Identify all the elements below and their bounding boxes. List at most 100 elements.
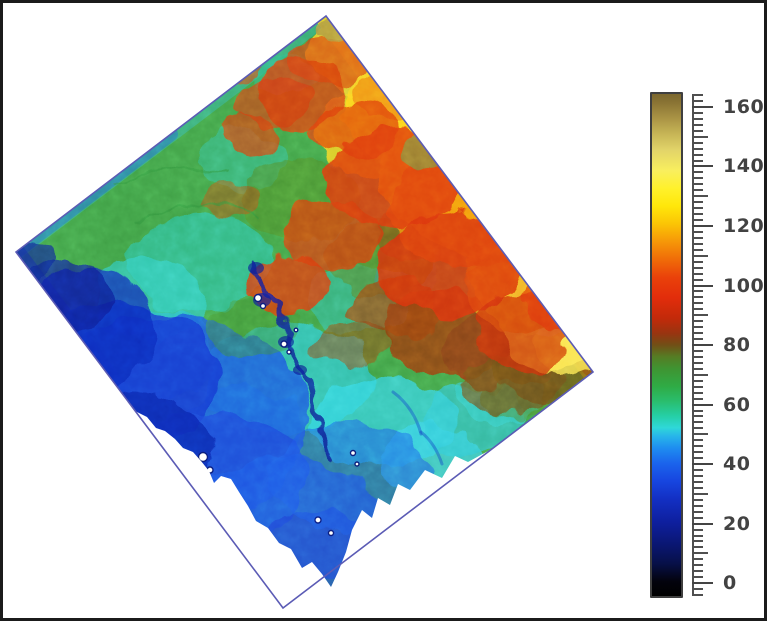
colorbar-tick xyxy=(692,570,703,573)
colorbar-tick xyxy=(692,94,703,96)
colorbar-tick xyxy=(692,213,703,215)
colorbar-gradient xyxy=(650,92,683,598)
colorbar-tick xyxy=(692,504,703,507)
colorbar-tick xyxy=(692,219,703,221)
colorbar-tick xyxy=(692,486,703,489)
colorbar-tick xyxy=(692,296,703,299)
colorbar-tick xyxy=(692,147,703,150)
map-graphic xyxy=(16,16,593,587)
colorbar-tick xyxy=(692,546,703,549)
colorbar-tick xyxy=(692,260,703,263)
colorbar-axis-line xyxy=(692,95,694,596)
colorbar-tick xyxy=(692,361,703,364)
colorbar-tick xyxy=(692,135,708,138)
colorbar-tick xyxy=(692,278,703,281)
colorbar-tick xyxy=(692,582,713,585)
colorbar-tick xyxy=(692,236,703,239)
colorbar-tick xyxy=(692,469,703,471)
colorbar-tick xyxy=(692,457,703,460)
colorbar-tick xyxy=(692,498,703,501)
colorbar-tick-label: 0 xyxy=(723,572,737,595)
colorbar-tick xyxy=(692,594,703,596)
colorbar-tick-label: 160 xyxy=(723,95,765,118)
colorbar-tick xyxy=(692,403,713,406)
colorbar-tick xyxy=(692,367,703,370)
colorbar-tick xyxy=(692,588,703,591)
colorbar-tick xyxy=(692,266,703,269)
colorbar-tick xyxy=(692,445,703,448)
colorbar-tick-label: 80 xyxy=(723,334,751,356)
colorbar-tick xyxy=(692,332,703,335)
colorbar-tick xyxy=(692,439,703,442)
colorbar-tick xyxy=(692,391,703,394)
colorbar-tick xyxy=(692,510,703,513)
noise-overlay-coarse xyxy=(16,16,593,587)
colorbar-tick xyxy=(692,492,708,495)
colorbar-tick xyxy=(692,183,703,186)
colorbar-tick xyxy=(692,308,703,311)
colorbar-tick xyxy=(692,254,708,257)
colorbar-tick xyxy=(692,516,703,519)
colorbar-tick-label: 20 xyxy=(723,512,751,535)
colorbar-tick xyxy=(692,171,703,174)
colorbar-tick xyxy=(692,421,703,424)
colorbar-tick xyxy=(692,153,703,156)
colorbar-tick xyxy=(692,385,703,388)
colorbar-tick xyxy=(692,242,703,245)
colorbar-tick xyxy=(692,230,703,233)
colorbar-tick xyxy=(692,195,708,198)
colorbar-tick xyxy=(692,99,703,102)
colorbar-tick xyxy=(692,159,703,162)
colorbar-tick xyxy=(692,540,703,543)
colorbar-tick xyxy=(692,558,703,561)
colorbar-tick xyxy=(692,165,713,168)
colorbar-tick xyxy=(692,475,703,477)
colorbar-tick xyxy=(692,576,703,579)
colorbar-tick xyxy=(692,373,708,376)
colorbar-tick xyxy=(692,409,703,412)
colorbar-tick xyxy=(692,379,703,382)
colorbar-tick xyxy=(692,141,703,144)
colorbar-tick xyxy=(692,111,703,114)
colorbar-tick xyxy=(692,207,703,210)
colorbar-tick xyxy=(692,463,713,466)
colorbar-tick xyxy=(692,522,713,525)
satellite-raster-map xyxy=(14,14,595,610)
colorbar-tick-label: 40 xyxy=(723,453,751,476)
colorbar-tick xyxy=(692,564,703,567)
colorbar-tick xyxy=(692,224,713,227)
colorbar-tick xyxy=(692,397,703,400)
colorbar-tick xyxy=(692,123,703,126)
colorbar-tick xyxy=(692,338,703,340)
colorbar-tick-label: 100 xyxy=(723,274,765,297)
colorbar-tick xyxy=(692,350,703,352)
colorbar-tick xyxy=(692,427,703,430)
colorbar-tick xyxy=(692,433,708,436)
colorbar-tick xyxy=(692,201,703,204)
colorbar-tick xyxy=(692,355,703,358)
colorbar-tick xyxy=(692,290,703,293)
colorbar-tick xyxy=(692,528,703,531)
colorbar-tick xyxy=(692,314,708,317)
colorbar-tick xyxy=(692,177,703,180)
cloud-speck xyxy=(194,460,200,466)
colorbar-tick xyxy=(692,552,708,555)
colorbar-tick-label: 60 xyxy=(723,393,751,416)
colorbar-tick-label: 120 xyxy=(723,214,765,237)
colorbar-tick xyxy=(692,415,703,418)
colorbar-tick-label: 140 xyxy=(723,155,765,178)
colorbar-tick xyxy=(692,326,703,329)
colorbar-tick xyxy=(692,534,703,537)
scene-footprint-outline xyxy=(14,14,595,610)
colorbar-tick xyxy=(692,248,703,251)
colorbar-tick xyxy=(692,320,703,323)
colorbar-tick xyxy=(692,189,703,192)
colorbar-tick xyxy=(692,344,713,346)
colorbar-tick xyxy=(692,284,713,287)
colorbar-tick xyxy=(692,451,703,454)
colorbar-tick xyxy=(692,129,703,132)
colorbar-tick xyxy=(692,272,703,275)
colorbar-tick xyxy=(692,117,703,120)
colorbar-tick xyxy=(692,105,713,108)
